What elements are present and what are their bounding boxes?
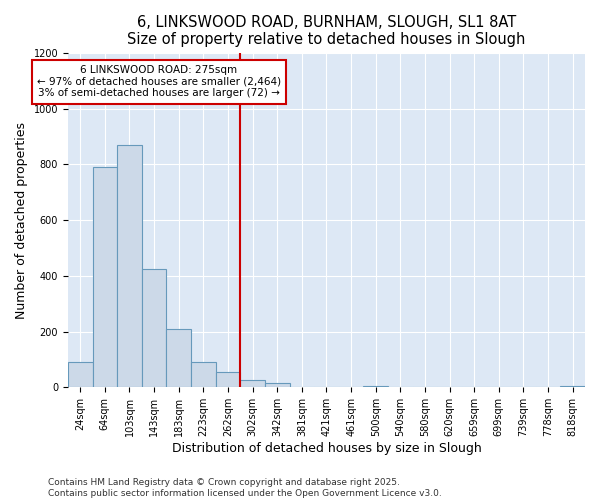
Bar xyxy=(191,362,215,388)
Bar xyxy=(142,269,166,388)
Y-axis label: Number of detached properties: Number of detached properties xyxy=(15,122,28,318)
Title: 6, LINKSWOOD ROAD, BURNHAM, SLOUGH, SL1 8AT
Size of property relative to detache: 6, LINKSWOOD ROAD, BURNHAM, SLOUGH, SL1 … xyxy=(127,15,526,48)
Text: 6 LINKSWOOD ROAD: 275sqm
← 97% of detached houses are smaller (2,464)
3% of semi: 6 LINKSWOOD ROAD: 275sqm ← 97% of detach… xyxy=(37,66,281,98)
Bar xyxy=(92,167,117,388)
Bar xyxy=(364,386,388,388)
Bar xyxy=(560,386,585,388)
Bar xyxy=(117,145,142,388)
Bar xyxy=(240,380,265,388)
X-axis label: Distribution of detached houses by size in Slough: Distribution of detached houses by size … xyxy=(172,442,481,455)
Bar xyxy=(68,362,92,388)
Bar xyxy=(166,329,191,388)
Bar xyxy=(215,372,240,388)
Text: Contains HM Land Registry data © Crown copyright and database right 2025.
Contai: Contains HM Land Registry data © Crown c… xyxy=(48,478,442,498)
Bar xyxy=(265,383,290,388)
